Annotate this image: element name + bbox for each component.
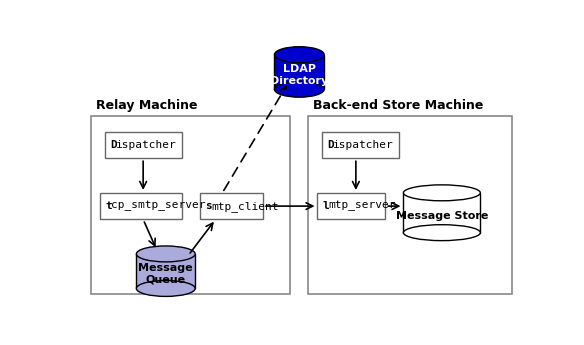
Ellipse shape [274,81,324,97]
Text: mtp_client: mtp_client [211,201,279,211]
Bar [274,55,324,89]
Text: s: s [205,201,212,211]
FancyBboxPatch shape [322,132,399,158]
Text: D: D [328,140,334,150]
Text: LDAP
Directory: LDAP Directory [270,64,328,86]
Ellipse shape [404,225,480,240]
Text: cp_smtp_server: cp_smtp_server [112,201,206,211]
FancyBboxPatch shape [318,193,385,219]
Text: mtp_server: mtp_server [329,201,396,211]
Ellipse shape [136,246,195,262]
Bar [404,193,480,233]
Text: D: D [110,140,117,150]
Ellipse shape [274,47,324,63]
FancyBboxPatch shape [105,132,182,158]
Text: t: t [106,201,112,211]
Bar [308,116,512,294]
FancyBboxPatch shape [200,193,263,219]
Text: l: l [323,201,329,211]
Ellipse shape [136,280,195,296]
Ellipse shape [404,185,480,201]
Bar [91,116,290,294]
Text: Message
Queue: Message Queue [138,263,193,285]
Text: Back-end Store Machine: Back-end Store Machine [313,99,483,112]
Text: Message Store: Message Store [396,211,488,221]
Text: ispatcher: ispatcher [116,140,177,150]
FancyBboxPatch shape [100,193,182,219]
Text: ispatcher: ispatcher [333,140,394,150]
Bar [136,254,195,288]
Text: Relay Machine: Relay Machine [96,99,197,112]
